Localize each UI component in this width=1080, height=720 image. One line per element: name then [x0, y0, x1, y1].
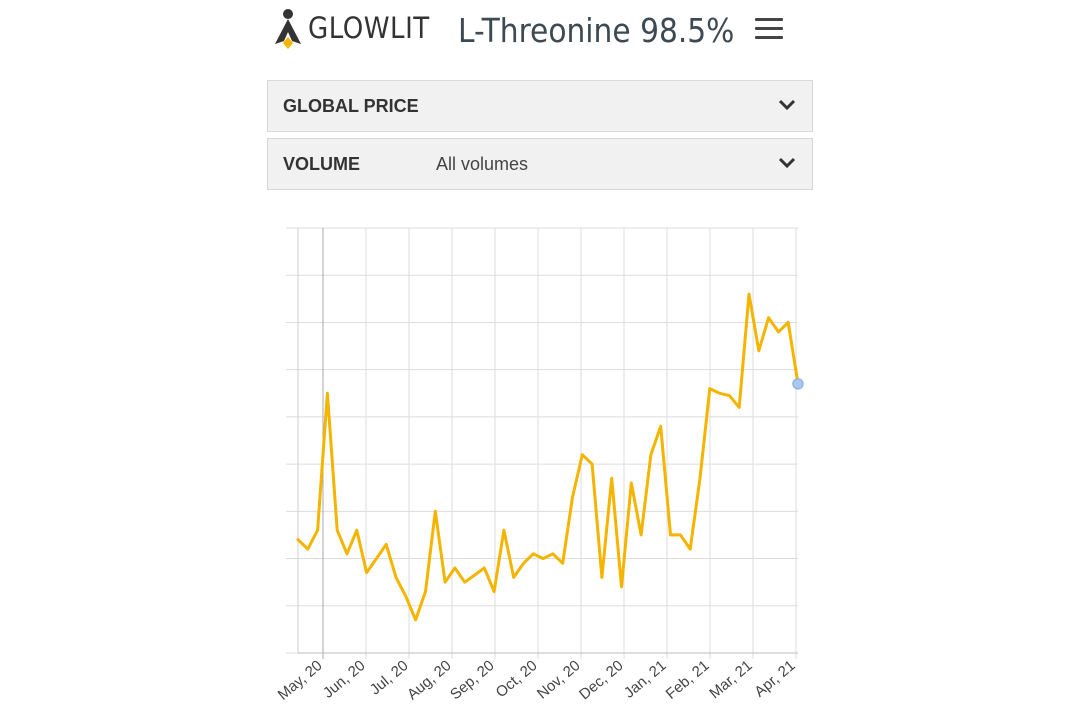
- volume-selected-value: All volumes: [436, 154, 529, 174]
- x-tick-label: Oct, 20: [493, 657, 541, 701]
- app-header: GLOWLIT L-Threonine 98.5%: [0, 0, 1080, 70]
- logo-text: GLOWLIT: [308, 11, 430, 45]
- global-price-dropdown[interactable]: GLOBAL PRICE: [267, 80, 813, 132]
- x-tick-label: Apr, 21: [751, 657, 798, 701]
- x-tick-label: Nov, 20: [534, 657, 584, 703]
- x-tick-label: Jun, 20: [320, 657, 369, 702]
- price-series-line: [296, 292, 800, 622]
- logo[interactable]: GLOWLIT: [272, 8, 430, 50]
- glowlit-logo-icon: [275, 9, 301, 49]
- chevron-down-icon: [778, 157, 796, 169]
- volume-label: VOLUME: [283, 154, 361, 174]
- x-tick-label: Sep, 20: [447, 657, 498, 703]
- global-price-label: GLOBAL PRICE: [283, 96, 419, 116]
- last-point-marker: [792, 378, 804, 390]
- volume-dropdown[interactable]: VOLUME All volumes: [267, 138, 813, 190]
- page-title: L-Threonine 98.5%: [458, 11, 735, 50]
- x-tick-label: Feb, 21: [663, 657, 713, 703]
- x-tick-label: Mar, 21: [706, 657, 755, 702]
- chevron-down-icon: [778, 99, 796, 111]
- x-tick-label: Jan, 21: [621, 657, 670, 702]
- x-tick-label: May, 20: [275, 657, 326, 704]
- x-tick-label: Dec, 20: [576, 657, 627, 703]
- hamburger-menu-icon[interactable]: [755, 18, 783, 42]
- x-tick-label: Aug, 20: [404, 657, 455, 703]
